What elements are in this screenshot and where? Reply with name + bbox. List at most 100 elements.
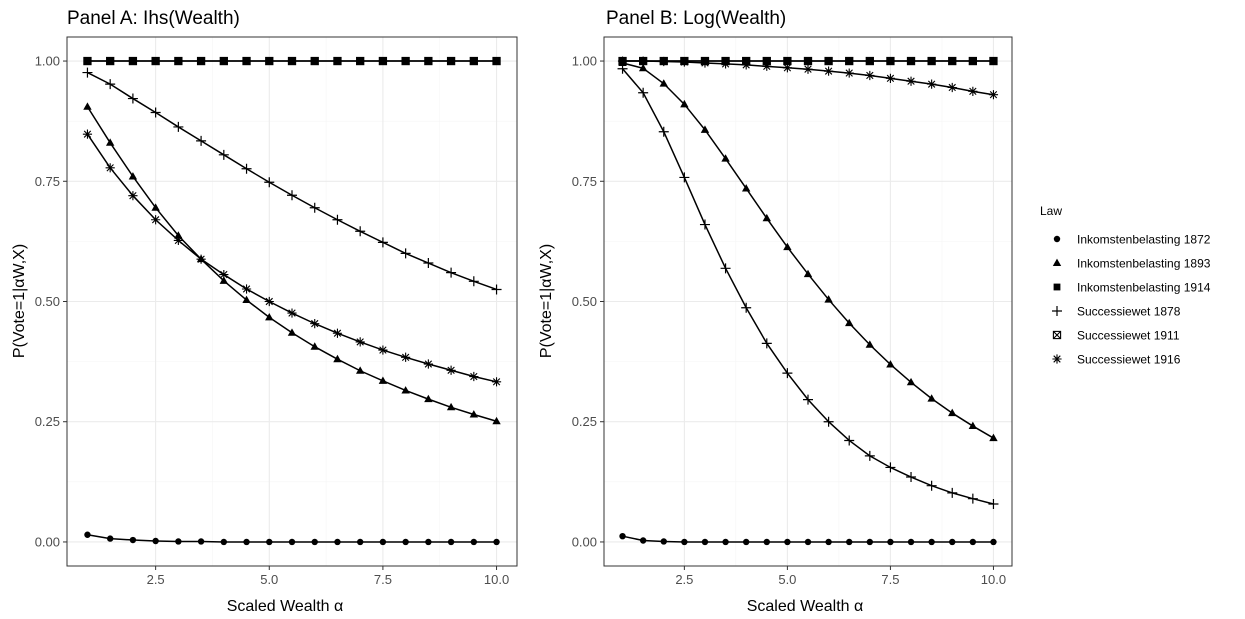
panel-a-point-successiewet-1878 [105, 79, 116, 90]
panel-a-x-axis-title: Scaled Wealth α [227, 598, 344, 615]
panel-a-point-successiewet-1911 [333, 56, 342, 66]
panel-b-point-inkomstenbelasting-1893 [762, 213, 771, 222]
panel-b-point-inkomstenbelasting-1872 [681, 538, 688, 546]
panel-a-point-successiewet-1911 [469, 56, 478, 66]
panel-b-point-successiewet-1911 [948, 56, 957, 66]
panel-b-point-inkomstenbelasting-1893 [721, 154, 730, 162]
panel-b-point-inkomstenbelasting-1872 [763, 538, 770, 546]
panel-a-point-successiewet-1911 [310, 56, 319, 66]
panel-b-point-inkomstenbelasting-1872 [990, 538, 997, 546]
panel-a-y-tick-label: 0.25 [35, 414, 60, 429]
panel-a-y-tick-label: 0.00 [35, 534, 60, 549]
panel-a-point-inkomstenbelasting-1893 [310, 342, 319, 350]
panel-b-point-inkomstenbelasting-1872 [949, 538, 956, 546]
panel-b-point-inkomstenbelasting-1893 [741, 184, 751, 192]
panel-a-y-axis-title: P(Vote=1|αW,X) [11, 244, 28, 358]
panel-b-y-tick-label: 0.25 [572, 414, 597, 429]
legend-entry: Inkomstenbelasting 1893 [1052, 257, 1211, 271]
panel-a-point-inkomstenbelasting-1893 [469, 410, 479, 418]
panel-b-point-inkomstenbelasting-1893 [845, 318, 854, 327]
panel-a-point-inkomstenbelasting-1872 [266, 538, 273, 546]
panel-b-point-successiewet-1878 [782, 368, 793, 379]
panel-b-point-successiewet-1916 [824, 66, 834, 76]
panel-a-point-successiewet-1916 [491, 377, 502, 387]
panel-a-point-inkomstenbelasting-1872 [243, 538, 250, 546]
panel-a-point-inkomstenbelasting-1893 [287, 328, 297, 336]
panel-a-point-successiewet-1911 [174, 56, 183, 66]
panel-b-point-successiewet-1916 [968, 86, 978, 96]
panel-b-point-successiewet-1878 [761, 338, 772, 349]
panel-b-point-inkomstenbelasting-1893 [659, 79, 668, 87]
panel-b-point-inkomstenbelasting-1872 [887, 538, 894, 546]
legend-key-asterisk [1052, 354, 1062, 364]
panel-a-point-successiewet-1878 [377, 237, 388, 248]
panel-a-point-successiewet-1911 [265, 56, 274, 66]
legend-entry: Inkomstenbelasting 1914 [1053, 281, 1211, 295]
panel-b-point-successiewet-1878 [967, 493, 978, 504]
panel-a-point-inkomstenbelasting-1872 [84, 531, 91, 538]
panel-b-point-successiewet-1878 [844, 435, 855, 446]
panel-a-point-successiewet-1916 [128, 191, 138, 201]
panel-b-point-successiewet-1916 [844, 68, 854, 78]
panel-a-point-inkomstenbelasting-1872 [152, 537, 159, 545]
panel-a-point-successiewet-1911 [356, 56, 365, 66]
panel-b-point-successiewet-1878 [885, 462, 896, 473]
panel-a-x-tick-label: 2.5 [147, 572, 165, 587]
panel-b-point-successiewet-1911 [886, 56, 895, 66]
panel-a-point-successiewet-1911 [128, 56, 138, 66]
panel-a-point-successiewet-1911 [151, 56, 160, 66]
panel-a-point-successiewet-1878 [173, 121, 184, 132]
panel-a-point-successiewet-1878 [332, 214, 343, 225]
panel-b-point-successiewet-1911 [906, 56, 916, 66]
panel-a-x-tick-label: 7.5 [374, 572, 392, 587]
panel-a-point-successiewet-1911 [242, 56, 251, 66]
panel-a-point-inkomstenbelasting-1893 [242, 295, 251, 304]
panel-a-point-successiewet-1878 [287, 190, 297, 201]
panel-b-point-successiewet-1916 [885, 73, 896, 83]
panel-b-title: Panel B: Log(Wealth) [606, 8, 786, 29]
panel-a-point-inkomstenbelasting-1872 [379, 538, 387, 546]
legend-key-square [1053, 283, 1061, 291]
panel-a-point-inkomstenbelasting-1893 [128, 172, 138, 180]
panel-b-point-successiewet-1878 [823, 416, 834, 427]
panel-b-point-successiewet-1911 [927, 56, 936, 66]
legend-entry: Successiewet 1878 [1052, 305, 1181, 319]
panel-a-point-inkomstenbelasting-1893 [83, 102, 92, 110]
panel-a-point-inkomstenbelasting-1872 [106, 535, 114, 542]
panel-b-point-inkomstenbelasting-1893 [927, 394, 936, 402]
panel-b-point-inkomstenbelasting-1872 [639, 537, 647, 544]
legend-entry: Successiewet 1916 [1052, 353, 1181, 367]
panel-b-point-successiewet-1916 [988, 90, 999, 100]
panel-b-plot-area: 2.5 5.0 7.5 10.0 0.00 0.25 0.50 0.75 1.00 [572, 36, 1013, 587]
panel-a-point-successiewet-1916 [378, 345, 388, 355]
panel-a-point-inkomstenbelasting-1872 [197, 538, 205, 545]
panel-a-point-successiewet-1878 [309, 202, 320, 213]
panel-a-point-successiewet-1878 [355, 226, 366, 237]
legend-label: Inkomstenbelasting 1872 [1077, 233, 1211, 247]
panel-b-point-successiewet-1878 [926, 480, 937, 491]
panel-b-x-tick-label: 5.0 [778, 572, 796, 587]
panel-b-point-successiewet-1916 [782, 63, 792, 73]
panel-a-point-successiewet-1916 [241, 284, 252, 294]
panel-a-point-inkomstenbelasting-1893 [446, 402, 456, 411]
panel-a-point-inkomstenbelasting-1872 [356, 538, 364, 546]
panel-a-point-successiewet-1878 [423, 258, 434, 269]
panel-a: 2.5 5.0 7.5 10.0 0.00 0.25 0.50 0.75 1.00 Panel … [11, 8, 518, 615]
legend-key-triangle [1052, 258, 1062, 266]
panel-b-point-inkomstenbelasting-1872 [619, 532, 626, 540]
panel-b-point-inkomstenbelasting-1893 [968, 421, 978, 430]
panel-b-point-inkomstenbelasting-1872 [866, 538, 874, 546]
panel-b-point-successiewet-1911 [968, 56, 977, 66]
panel-a-y-tick-label: 1.00 [35, 54, 60, 69]
panel-a-x-tick-label: 10.0 [484, 572, 509, 587]
panel-a-point-successiewet-1911 [106, 56, 115, 66]
panel-b-point-successiewet-1916 [865, 70, 875, 81]
panel-b-point-inkomstenbelasting-1872 [742, 538, 750, 546]
panel-b-point-inkomstenbelasting-1893 [906, 377, 916, 386]
panel-b-point-successiewet-1916 [803, 64, 813, 74]
panel-a-point-inkomstenbelasting-1872 [311, 538, 318, 546]
panel-a-point-successiewet-1916 [151, 215, 161, 225]
panel-a-point-successiewet-1916 [469, 371, 479, 382]
panel-b-y-tick-label: 0.75 [572, 174, 597, 189]
